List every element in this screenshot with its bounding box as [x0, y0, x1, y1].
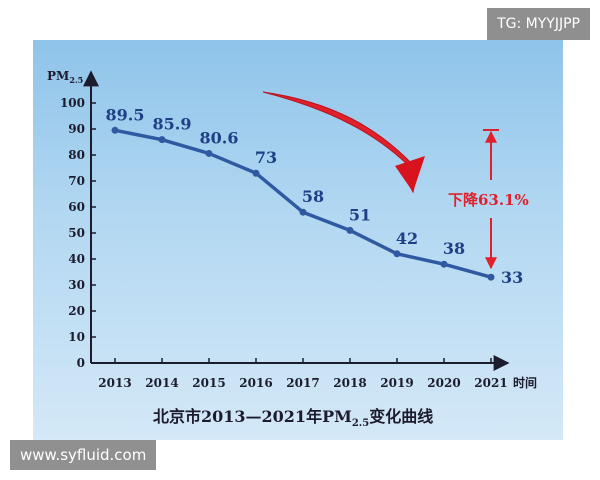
chart-panel: 0 10 20 30 40 50 60 70 80 90 100 2013 2014 2015 2016 2…: [33, 40, 563, 440]
x-tick-label: 2018: [333, 376, 366, 390]
y-tick-label: 20: [68, 304, 85, 318]
data-label: 73: [255, 148, 277, 167]
y-tick-label: 0: [77, 356, 85, 370]
y-tick-label: 10: [68, 330, 85, 344]
data-point: [393, 250, 401, 258]
data-label: 89.5: [106, 105, 145, 124]
chart-title: 北京市2013—2021年PM2.5变化曲线: [153, 407, 433, 429]
x-tick-label: 2015: [192, 376, 225, 390]
data-label: 80.6: [200, 128, 239, 147]
y-tick-label: 90: [68, 122, 85, 136]
data-label: 85.9: [153, 115, 192, 134]
data-point: [252, 169, 260, 177]
data-point: [440, 260, 448, 268]
data-label: 42: [396, 229, 418, 248]
decline-arrow: [262, 91, 420, 194]
x-tick-label: 2020: [427, 376, 460, 390]
data-label: 38: [443, 239, 465, 258]
data-label: 51: [349, 205, 371, 224]
data-point: [346, 226, 354, 234]
y-tick-label: 50: [68, 226, 85, 240]
y-tick-label: 80: [68, 148, 85, 162]
y-tick-label: 100: [60, 96, 85, 110]
data-point: [158, 136, 166, 144]
watermark-site: www.syfluid.com: [10, 440, 157, 470]
x-tick-label: 2019: [380, 376, 413, 390]
y-ticks: 0 10 20 30 40 50 60 70 80 90 100: [60, 96, 96, 370]
x-tick-label: 2014: [145, 376, 178, 390]
x-axis-label: 时间: [513, 375, 537, 390]
x-tick-label: 2021: [474, 376, 507, 390]
y-axis-label: PM2.5: [47, 69, 83, 85]
watermark-tg: TG: MYYJJPP: [487, 8, 590, 40]
decline-arrow-head: [395, 156, 425, 192]
x-tick-label: 2017: [286, 376, 319, 390]
y-tick-label: 30: [68, 278, 85, 292]
x-ticks: 2013 2014 2015 2016 2017 2018 2019 2020 2021: [98, 358, 508, 390]
data-point: [111, 126, 119, 134]
data-point: [487, 273, 495, 281]
y-tick-label: 40: [68, 252, 85, 266]
x-tick-label: 2016: [239, 376, 272, 390]
drop-annotation: 下降63.1%: [448, 191, 529, 209]
y-tick-label: 70: [68, 174, 85, 188]
y-tick-label: 60: [68, 200, 85, 214]
data-label: 58: [302, 187, 324, 206]
value-labels: 89.5 85.9 80.6 73 58 51 42 38 33: [106, 105, 524, 287]
data-point: [205, 149, 213, 157]
x-tick-label: 2013: [98, 376, 131, 390]
data-label: 33: [501, 268, 523, 287]
data-points: [111, 126, 495, 281]
data-point: [299, 208, 307, 216]
